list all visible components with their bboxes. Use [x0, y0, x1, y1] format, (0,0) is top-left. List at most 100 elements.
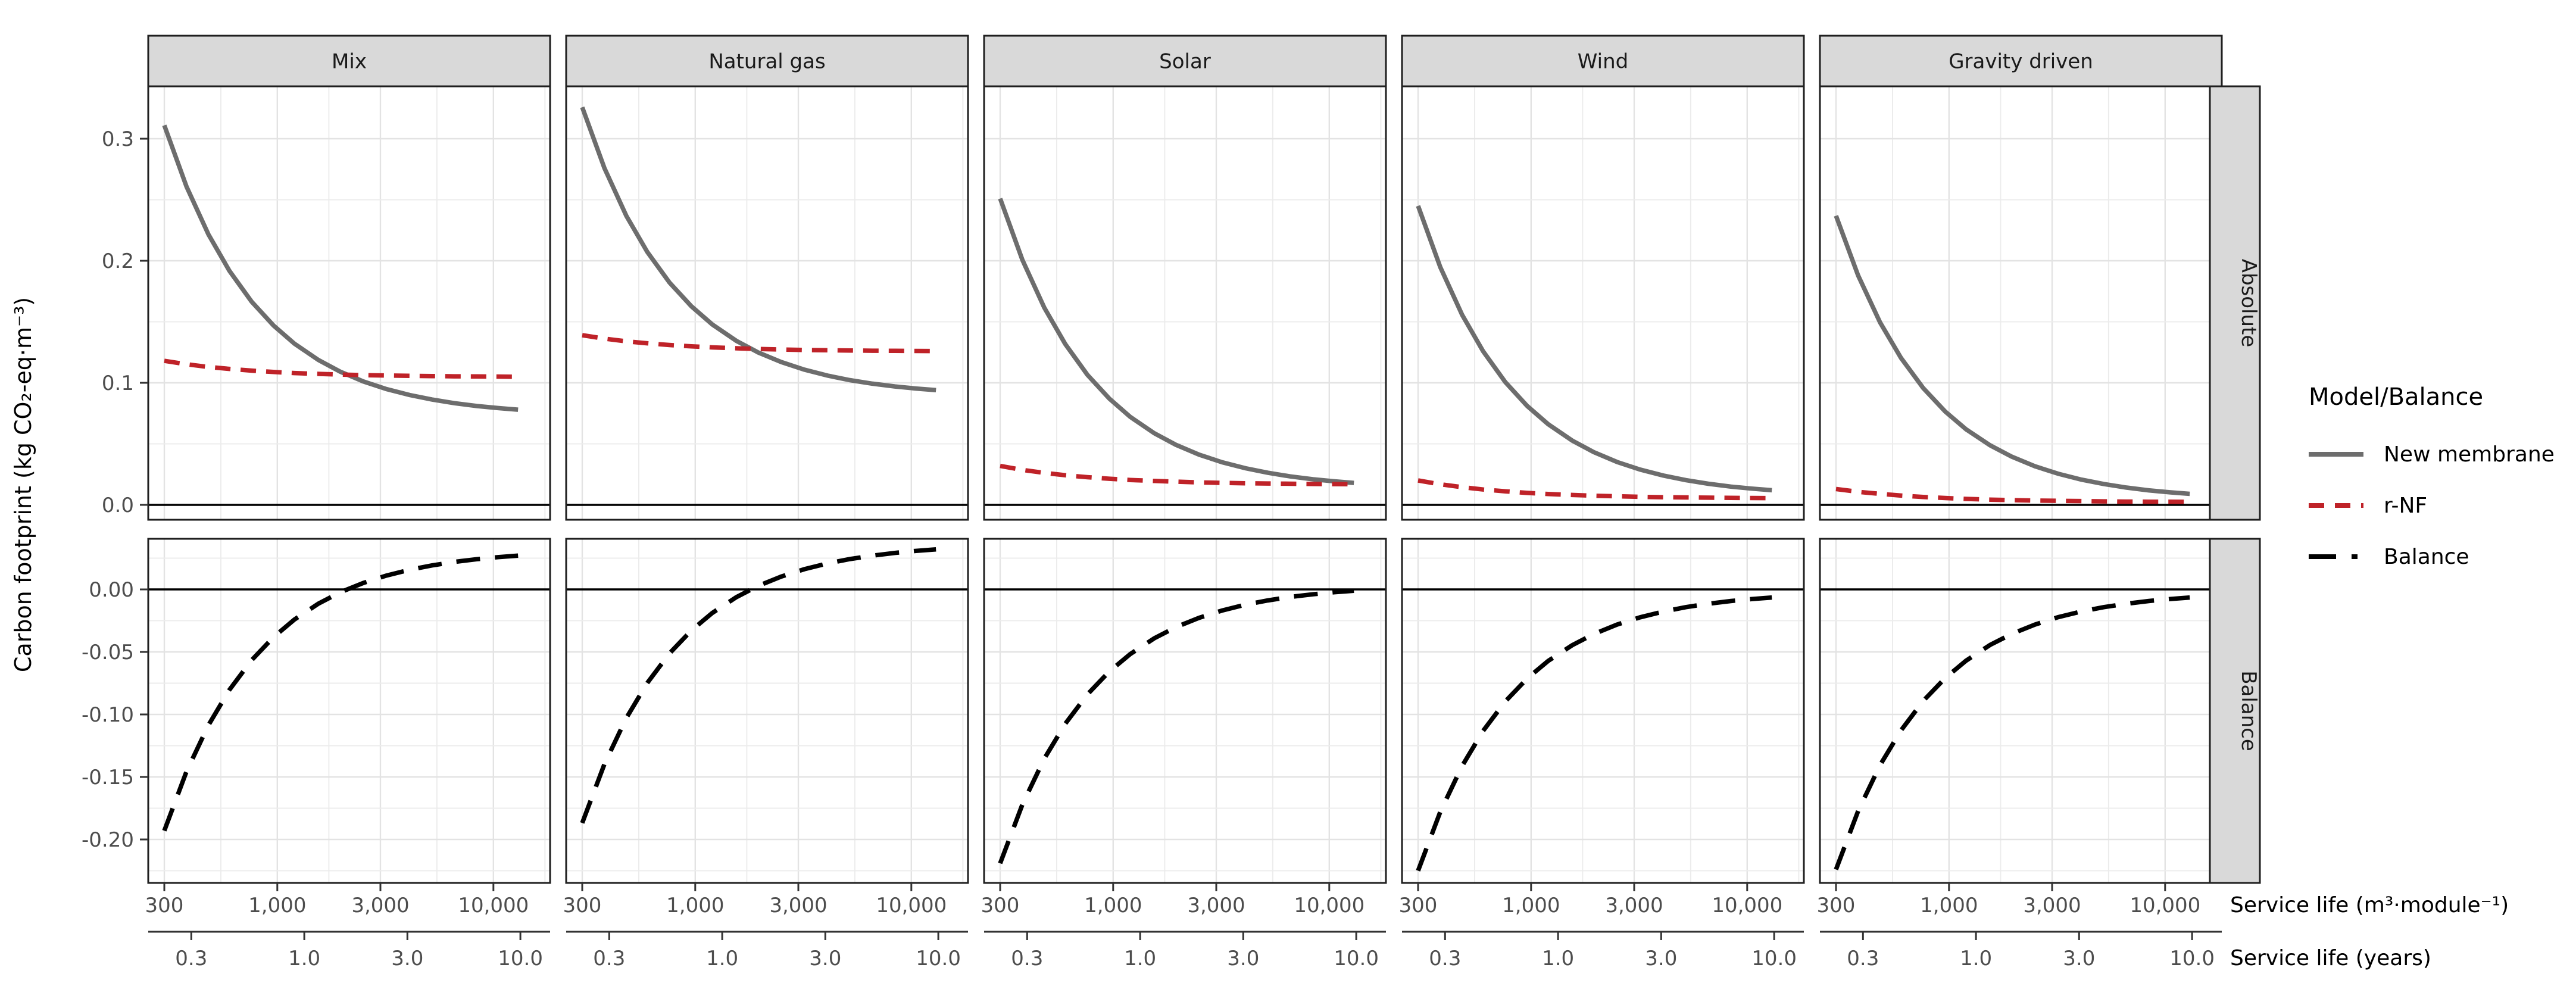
facet-strip-mix — [147, 35, 551, 88]
x-tick-label-primary: 3,000 — [1605, 894, 1663, 917]
x-tick-label-primary: 10,000 — [1712, 894, 1782, 917]
legend-label-new-membrane: New membrane — [2384, 442, 2555, 467]
x-tick-label-secondary: 0.3 — [1011, 947, 1043, 970]
x-tick-label-primary: 1,000 — [1502, 894, 1560, 917]
x-tick-label-secondary: 10.0 — [2169, 947, 2215, 970]
facet-strip-absolute — [2209, 85, 2261, 521]
x-tick-label-primary: 300 — [1817, 894, 1856, 917]
facet-strip-label-balance: Balance — [2237, 670, 2260, 751]
x-tick-label-primary: 1,000 — [1084, 894, 1142, 917]
panel-bg — [1402, 539, 1804, 883]
x-tick-label-primary: 1,000 — [248, 894, 306, 917]
panel-natural-gas-balance — [565, 538, 969, 884]
panel-border — [565, 85, 969, 521]
y-tick-label: 0.00 — [89, 578, 134, 602]
x-tick-label-secondary: 3.0 — [2063, 947, 2095, 970]
facet-strip-label-solar: Solar — [1159, 50, 1211, 74]
x-tick-label-primary: 3,000 — [2023, 894, 2081, 917]
series-balance — [162, 553, 519, 832]
facet-strip-label-natural-gas: Natural gas — [708, 50, 825, 74]
x-tick-label-primary: 300 — [1399, 894, 1438, 917]
x-tick-label-primary: 10,000 — [458, 894, 529, 917]
x-tick-label-secondary: 10.0 — [1751, 947, 1797, 970]
facet-strip-label-gravity-driven: Gravity driven — [1949, 50, 2093, 74]
panel-bg — [1402, 86, 1804, 520]
legend-title: Model/Balance — [2309, 383, 2483, 411]
panel-bg — [984, 539, 1386, 883]
series-new-membrane — [998, 198, 1354, 485]
series-r-nf — [164, 358, 519, 379]
panel-bg — [1820, 86, 2222, 520]
panel-bg — [566, 86, 968, 520]
x-tick-label-secondary: 0.3 — [593, 947, 625, 970]
y-tick-label: 0.3 — [102, 127, 134, 151]
x-tick-label-secondary: 1.0 — [1960, 947, 1992, 970]
x-tick-label-secondary: 3.0 — [1645, 947, 1677, 970]
x-tick-label-primary: 10,000 — [2130, 894, 2200, 917]
series-balance — [580, 547, 936, 824]
panel-bg — [148, 86, 550, 520]
y-axis-title: Carbon footprint (kg CO₂-eq·m⁻³) — [10, 297, 36, 672]
series-new-membrane — [1834, 215, 2190, 497]
panel-gravity-driven-balance — [1819, 538, 2223, 884]
panel-mix-balance — [147, 538, 551, 884]
x-tick-label-secondary: 0.3 — [1429, 947, 1461, 970]
x-tick-label-primary: 300 — [981, 894, 1020, 917]
facet-strip-label-absolute: Absolute — [2237, 259, 2260, 348]
legend-item-new-membrane: New membrane — [2309, 442, 2555, 467]
series-balance — [998, 588, 1354, 864]
x-tick-label-primary: 1,000 — [666, 894, 724, 917]
panel-bg — [1820, 539, 2222, 883]
series-r-nf — [1417, 478, 1772, 501]
y-tick-label: -0.10 — [82, 703, 134, 727]
x-tick-label-primary: 3,000 — [769, 894, 827, 917]
x-tick-label-secondary: 0.3 — [175, 947, 207, 970]
x-tick-label-secondary: 1.0 — [288, 947, 320, 970]
y-tick-label: -0.20 — [82, 828, 134, 852]
x-tick-label-primary: 10,000 — [1294, 894, 1365, 917]
y-tick-label: 0.2 — [102, 249, 134, 273]
y-tick-label: -0.05 — [82, 641, 134, 664]
x-tick-label-secondary: 10.0 — [1334, 947, 1379, 970]
x-tick-label-primary: 3,000 — [1187, 894, 1245, 917]
panel-mix-absolute — [147, 85, 551, 521]
x-tick-label-secondary: 0.3 — [1847, 947, 1879, 970]
x-tick-label-secondary: 10.0 — [498, 947, 543, 970]
series-new-membrane — [580, 106, 936, 393]
x-axis-title-primary: Service life (m³·module⁻¹) — [2230, 893, 2509, 917]
x-tick-label-primary: 300 — [563, 894, 602, 917]
y-tick-label: -0.15 — [82, 766, 134, 789]
series-balance — [1834, 595, 2190, 870]
facet-strip-solar — [983, 35, 1387, 88]
x-tick-label-primary: 10,000 — [876, 894, 947, 917]
panel-border — [983, 538, 1387, 884]
x-tick-label-primary: 300 — [145, 894, 184, 917]
panel-wind-balance — [1401, 538, 1805, 884]
series-new-membrane — [162, 124, 519, 412]
panel-border — [147, 85, 551, 521]
legend-item-r-nf: r-NF — [2309, 494, 2427, 518]
facet-strip-wind — [1401, 35, 1805, 88]
series-r-nf — [582, 333, 936, 354]
x-tick-label-secondary: 3.0 — [809, 947, 841, 970]
panel-solar-balance — [983, 538, 1387, 884]
x-tick-label-primary: 3,000 — [351, 894, 409, 917]
legend-label-r-nf: r-NF — [2384, 494, 2427, 518]
facet-strip-label-mix: Mix — [332, 50, 367, 74]
x-axis-title-secondary: Service life (years) — [2230, 946, 2431, 970]
facet-strip-balance — [2209, 538, 2261, 884]
panel-border — [147, 538, 551, 884]
legend-label-balance: Balance — [2384, 545, 2469, 569]
panel-border — [565, 538, 969, 884]
series-balance — [1416, 595, 1772, 872]
panel-wind-absolute — [1401, 85, 1805, 521]
x-tick-label-secondary: 3.0 — [391, 947, 423, 970]
panel-natural-gas-absolute — [565, 85, 969, 521]
panel-border — [1401, 85, 1805, 521]
panel-border — [1401, 538, 1805, 884]
x-tick-label-primary: 1,000 — [1920, 894, 1978, 917]
x-tick-label-secondary: 10.0 — [916, 947, 961, 970]
y-tick-label: 0.0 — [102, 494, 134, 517]
